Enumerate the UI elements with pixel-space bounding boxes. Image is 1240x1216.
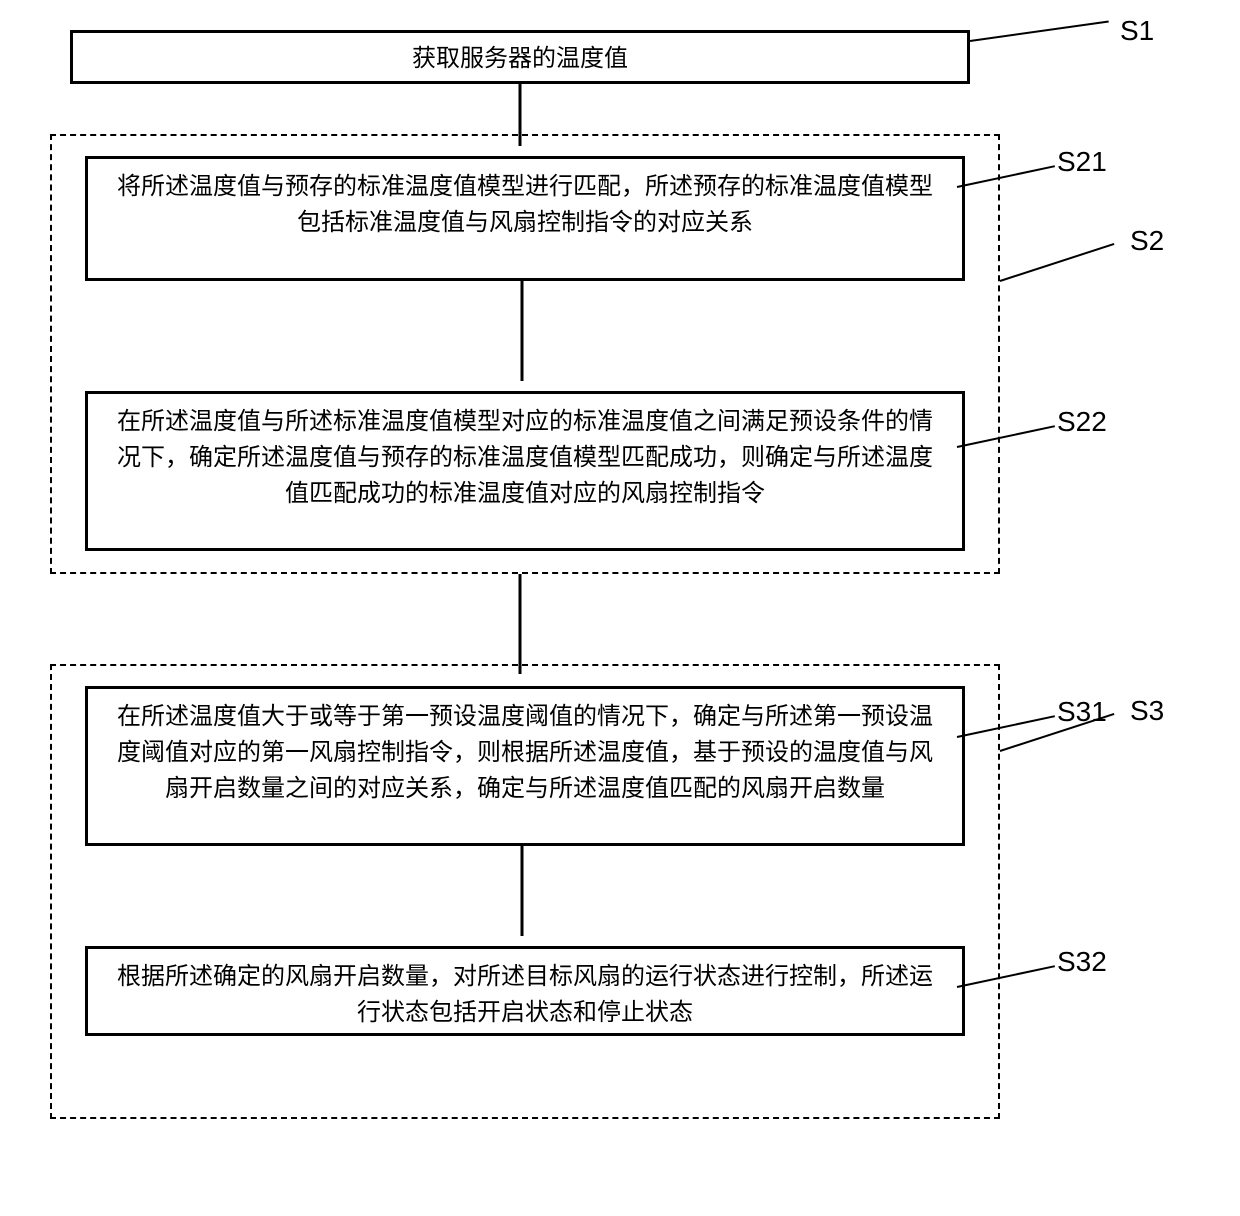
arrow-s2-s3 (519, 574, 522, 674)
label-line-s22 (957, 425, 1055, 448)
arrow-s21-s22 (521, 281, 524, 381)
step-s22-text: 在所述温度值与所述标准温度值模型对应的标准温度值之间满足预设条件的情况下，确定所… (117, 409, 933, 507)
step-s32-label: S32 (1057, 946, 1107, 978)
arrow-s31-s32 (521, 846, 524, 936)
step-s32-box: 根据所述确定的风扇开启数量，对所述目标风扇的运行状态进行控制，所述运行状态包括开… (85, 946, 965, 1036)
group-s3: 在所述温度值大于或等于第一预设温度阈值的情况下，确定与所述第一预设温度阈值对应的… (50, 664, 1000, 1119)
step-s31-box: 在所述温度值大于或等于第一预设温度阈值的情况下，确定与所述第一预设温度阈值对应的… (85, 686, 965, 846)
step-s2-label: S2 (1130, 225, 1164, 257)
group-s2: 将所述温度值与预存的标准温度值模型进行匹配，所述预存的标准温度值模型包括标准温度… (50, 134, 1000, 574)
step-s21-text: 将所述温度值与预存的标准温度值模型进行匹配，所述预存的标准温度值模型包括标准温度… (117, 174, 933, 236)
step-s22-box: 在所述温度值与所述标准温度值模型对应的标准温度值之间满足预设条件的情况下，确定所… (85, 391, 965, 551)
step-s1-text: 获取服务器的温度值 (412, 46, 628, 72)
step-s31-text: 在所述温度值大于或等于第一预设温度阈值的情况下，确定与所述第一预设温度阈值对应的… (117, 704, 933, 802)
label-line-s31 (957, 715, 1055, 738)
step-s21-box: 将所述温度值与预存的标准温度值模型进行匹配，所述预存的标准温度值模型包括标准温度… (85, 156, 965, 281)
flowchart-container: 获取服务器的温度值 S1 将所述温度值与预存的标准温度值模型进行匹配，所述预存的… (50, 30, 1190, 1119)
label-line-s32 (957, 965, 1055, 988)
step-s1-box: 获取服务器的温度值 (70, 30, 970, 84)
step-s22-label: S22 (1057, 406, 1107, 438)
label-line-s2 (1000, 243, 1115, 282)
step-s1-label: S1 (1120, 15, 1154, 47)
label-line-s1 (970, 21, 1109, 42)
step-s21-label: S21 (1057, 146, 1107, 178)
step-s3-label: S3 (1130, 695, 1164, 727)
step-s32-text: 根据所述确定的风扇开启数量，对所述目标风扇的运行状态进行控制，所述运行状态包括开… (117, 964, 933, 1026)
label-line-s21 (957, 165, 1055, 188)
